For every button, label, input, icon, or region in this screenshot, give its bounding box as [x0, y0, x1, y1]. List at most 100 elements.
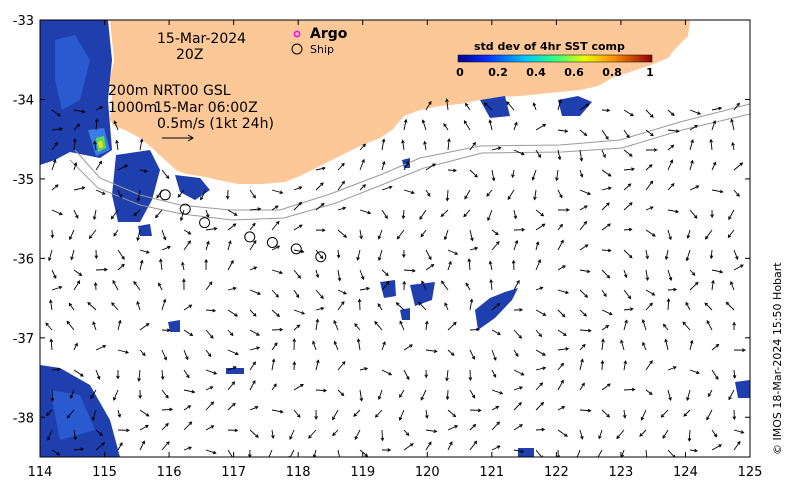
current-vector-head	[49, 338, 54, 343]
current-vector	[73, 429, 77, 440]
current-vector-head	[47, 257, 52, 262]
current-vector	[463, 209, 471, 217]
current-vector-head	[188, 421, 193, 426]
current-vector	[375, 409, 383, 418]
current-vector-head	[538, 333, 543, 338]
current-vector-head	[58, 285, 63, 290]
current-vector-head	[166, 328, 171, 333]
current-vector-head	[141, 440, 145, 445]
current-vector	[161, 299, 166, 311]
current-vector	[205, 227, 217, 231]
current-vector	[620, 340, 625, 351]
current-vector	[682, 321, 691, 331]
current-vector-head	[80, 373, 84, 377]
current-vector	[534, 189, 537, 200]
current-vector	[535, 149, 541, 158]
current-vector	[689, 209, 698, 219]
current-vector	[183, 240, 191, 251]
current-vector	[139, 440, 145, 451]
current-vector-head	[628, 227, 633, 232]
current-vector	[95, 106, 103, 111]
current-vector-head	[581, 343, 586, 348]
current-vector	[487, 209, 493, 221]
current-vector	[271, 269, 283, 274]
current-vector-head	[704, 302, 709, 307]
current-vector-head	[320, 182, 324, 186]
current-vector-head	[354, 436, 358, 440]
current-vector	[513, 240, 518, 251]
current-vector-head	[316, 359, 320, 364]
current-vector	[315, 182, 324, 191]
current-vector-head	[562, 332, 567, 336]
current-vector	[535, 329, 542, 337]
current-vector	[95, 345, 106, 351]
current-vector-head	[101, 442, 106, 446]
current-vector	[535, 309, 546, 316]
current-vector	[506, 101, 515, 111]
current-vector	[689, 125, 698, 131]
current-vector	[73, 369, 84, 377]
current-vector-head	[641, 318, 646, 323]
current-vector	[623, 183, 632, 191]
current-vector-head	[399, 394, 403, 399]
current-vector-head	[580, 358, 584, 363]
current-vector	[469, 169, 478, 178]
current-vector	[579, 221, 587, 231]
current-vector-head	[686, 234, 691, 239]
current-vector-head	[670, 144, 675, 149]
current-vector	[50, 300, 53, 311]
current-vector	[183, 405, 191, 411]
current-vector-head	[583, 132, 588, 137]
current-vector	[293, 202, 302, 211]
current-vector-head	[477, 408, 482, 413]
current-vector-head	[230, 259, 234, 264]
current-vector	[73, 162, 77, 171]
current-vector-head	[541, 427, 546, 432]
current-vector	[51, 286, 62, 291]
current-vector-head	[315, 274, 320, 279]
current-vector-head	[289, 436, 293, 440]
current-vector-head	[624, 319, 628, 324]
current-vector-head	[448, 260, 452, 265]
current-vector	[337, 389, 344, 396]
current-vector	[484, 102, 493, 111]
current-vector	[161, 423, 169, 431]
current-vector	[601, 383, 611, 391]
current-vector-head	[600, 359, 605, 364]
current-vector-head	[356, 256, 360, 261]
current-vector	[293, 384, 304, 391]
current-vector-head	[537, 259, 542, 263]
current-vector	[468, 259, 471, 271]
current-vector	[359, 269, 364, 280]
current-vector	[137, 189, 141, 201]
current-vector	[95, 119, 98, 131]
current-vector-head	[467, 258, 472, 262]
ship-position-marker	[159, 189, 171, 201]
current-vector-head	[732, 321, 736, 326]
current-vector-head	[669, 159, 674, 164]
current-vector-head	[177, 193, 182, 198]
current-vector	[377, 303, 383, 311]
current-vector-head	[706, 320, 710, 324]
current-vector-head	[606, 202, 610, 207]
current-vector-head	[410, 190, 415, 195]
current-vector-head	[377, 235, 382, 240]
current-vector	[92, 409, 97, 421]
current-vector	[663, 324, 669, 331]
current-vector	[117, 320, 121, 331]
current-vector	[728, 209, 735, 220]
current-vector-head	[631, 387, 636, 392]
current-vector	[183, 369, 190, 378]
current-vector-head	[188, 446, 192, 450]
current-vector	[535, 349, 546, 356]
current-vector-head	[603, 293, 607, 298]
current-vector-head	[742, 348, 746, 352]
current-vector	[205, 209, 209, 218]
current-vector-head	[627, 295, 632, 300]
current-vector	[289, 449, 295, 457]
current-vector-head	[212, 308, 217, 313]
current-vector	[73, 269, 82, 276]
current-vector	[227, 381, 235, 391]
lon-tick-label: 114	[28, 465, 53, 480]
current-vector-head	[92, 216, 97, 221]
